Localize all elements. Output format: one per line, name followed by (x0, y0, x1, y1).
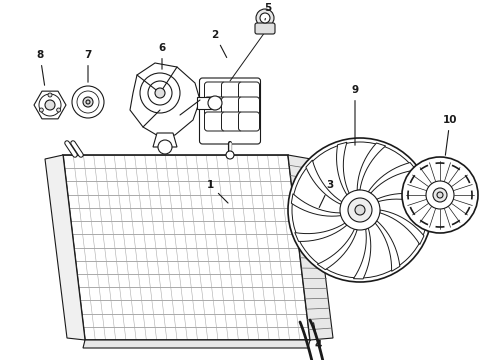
Circle shape (208, 96, 222, 110)
Circle shape (426, 181, 454, 209)
Polygon shape (45, 155, 85, 340)
Polygon shape (368, 163, 416, 193)
Circle shape (288, 138, 432, 282)
Text: 4: 4 (314, 323, 322, 350)
FancyBboxPatch shape (239, 97, 260, 116)
Circle shape (57, 108, 61, 112)
Circle shape (158, 140, 172, 154)
Circle shape (39, 94, 61, 116)
Circle shape (260, 13, 270, 23)
FancyBboxPatch shape (204, 97, 225, 116)
Polygon shape (34, 91, 66, 119)
Polygon shape (353, 228, 371, 279)
Circle shape (437, 192, 443, 198)
Circle shape (83, 97, 93, 107)
Text: 7: 7 (84, 50, 92, 82)
Polygon shape (197, 97, 215, 109)
Circle shape (256, 9, 274, 27)
FancyBboxPatch shape (239, 112, 260, 131)
FancyBboxPatch shape (204, 82, 225, 101)
Polygon shape (288, 155, 333, 340)
Polygon shape (337, 142, 349, 195)
Polygon shape (130, 63, 200, 137)
Polygon shape (380, 210, 424, 244)
Circle shape (355, 205, 365, 215)
Text: 3: 3 (319, 180, 334, 207)
Circle shape (140, 73, 180, 113)
Polygon shape (375, 221, 400, 271)
Circle shape (45, 100, 55, 110)
Circle shape (402, 157, 478, 233)
Text: 10: 10 (443, 115, 457, 155)
FancyBboxPatch shape (221, 97, 243, 116)
Circle shape (77, 91, 99, 113)
Circle shape (72, 86, 104, 118)
Circle shape (433, 188, 447, 202)
Polygon shape (292, 194, 341, 216)
Circle shape (148, 81, 172, 105)
Text: 5: 5 (265, 3, 271, 20)
Polygon shape (377, 193, 429, 207)
Circle shape (39, 108, 43, 112)
Polygon shape (63, 155, 310, 340)
FancyBboxPatch shape (255, 23, 275, 34)
Circle shape (86, 100, 90, 104)
FancyBboxPatch shape (199, 78, 261, 144)
Circle shape (348, 198, 372, 222)
Polygon shape (306, 160, 342, 204)
FancyBboxPatch shape (221, 112, 243, 131)
Circle shape (292, 142, 428, 278)
Polygon shape (318, 229, 357, 270)
FancyBboxPatch shape (204, 112, 225, 131)
Circle shape (340, 190, 380, 230)
Circle shape (155, 88, 165, 98)
Circle shape (226, 151, 234, 159)
Text: 1: 1 (206, 180, 228, 203)
FancyBboxPatch shape (221, 82, 243, 101)
Text: 8: 8 (36, 50, 45, 85)
Text: 6: 6 (158, 43, 166, 69)
Polygon shape (357, 143, 386, 190)
FancyBboxPatch shape (239, 82, 260, 101)
Text: 2: 2 (211, 30, 227, 58)
Polygon shape (153, 133, 177, 147)
Polygon shape (295, 223, 347, 242)
Circle shape (48, 93, 52, 97)
Polygon shape (83, 340, 310, 348)
Text: 9: 9 (351, 85, 359, 145)
